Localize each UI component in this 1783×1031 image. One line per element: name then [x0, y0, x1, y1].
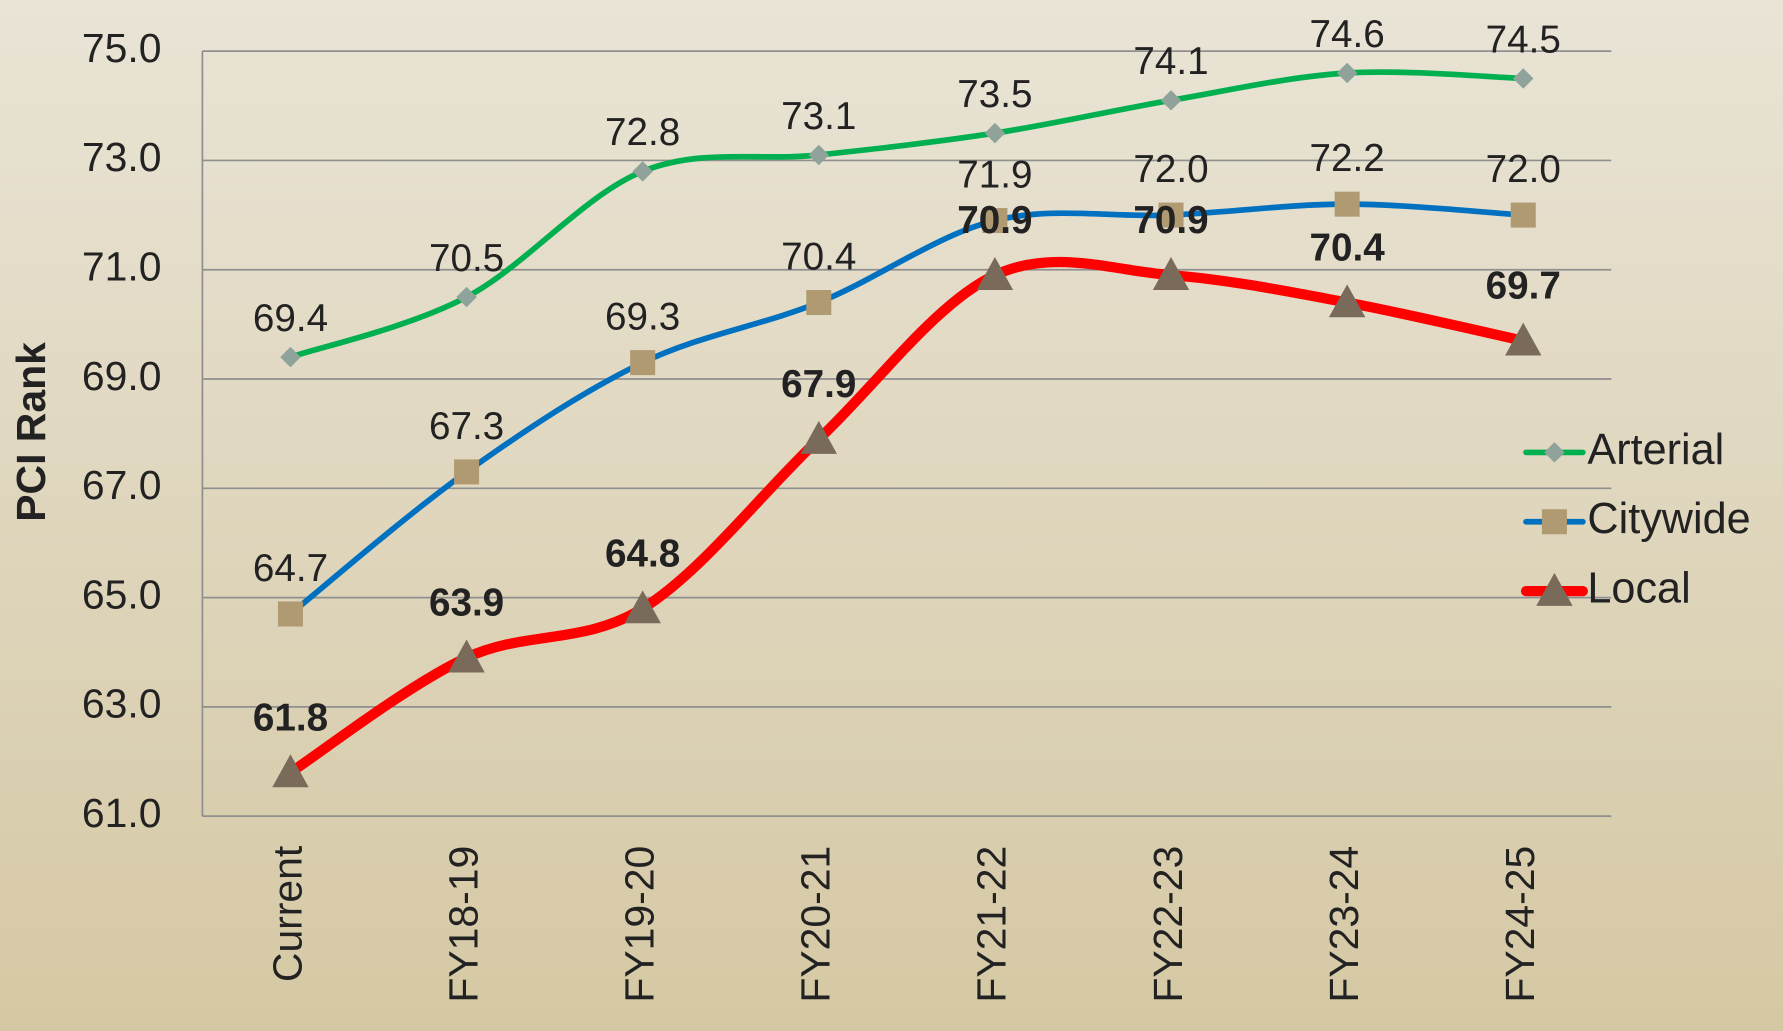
marker [1328, 284, 1366, 318]
y-axis-label: PCI Rank [8, 342, 54, 522]
data-label: 70.4 [1310, 226, 1386, 269]
y-tick-label: 69.0 [82, 353, 162, 399]
y-tick-label: 65.0 [82, 571, 162, 617]
data-label: 63.9 [429, 582, 504, 625]
marker [1152, 257, 1190, 290]
y-tick-label: 63.0 [82, 681, 162, 727]
data-label: 71.9 [957, 154, 1032, 197]
data-label: 72.0 [1133, 148, 1208, 191]
x-tick-label: FY24-25 [1497, 846, 1543, 1003]
y-tick-label: 73.0 [82, 134, 162, 180]
y-tick-label: 61.0 [82, 790, 162, 836]
x-tick-label: FY22-23 [1145, 846, 1191, 1003]
x-tick-label: FY18-19 [440, 846, 486, 1003]
marker [806, 290, 832, 316]
marker [1334, 191, 1360, 217]
marker [1541, 509, 1567, 535]
marker [630, 350, 656, 376]
data-label: 70.9 [957, 199, 1032, 242]
legend-label: Arterial [1587, 426, 1724, 474]
marker [1505, 322, 1542, 356]
data-label: 74.6 [1310, 13, 1385, 56]
data-label: 69.7 [1486, 265, 1561, 308]
legend-label: Citywide [1587, 495, 1750, 543]
marker [1158, 202, 1184, 228]
data-label: 74.1 [1133, 40, 1208, 83]
data-label: 73.1 [781, 95, 856, 138]
x-tick-label: FY21-22 [969, 846, 1015, 1003]
marker [1510, 202, 1536, 228]
marker [272, 754, 309, 788]
legend-label: Local [1587, 565, 1690, 613]
data-label: 69.4 [253, 297, 328, 340]
marker [1513, 68, 1534, 89]
marker [632, 161, 653, 182]
marker [280, 346, 301, 368]
data-label: 72.8 [605, 111, 680, 154]
marker [277, 601, 303, 627]
data-label: 67.9 [781, 363, 856, 406]
marker [624, 590, 661, 624]
series-line [285, 256, 1529, 778]
data-label: 72.0 [1486, 148, 1561, 191]
y-tick-label: 75.0 [82, 25, 162, 71]
data-label: 74.5 [1486, 18, 1561, 61]
data-label: 72.2 [1310, 137, 1385, 180]
marker [1536, 572, 1573, 606]
y-tick-label: 71.0 [82, 244, 162, 290]
x-tick-label: FY23-24 [1321, 846, 1367, 1003]
marker [800, 420, 837, 454]
data-label: 61.8 [253, 696, 328, 739]
marker [976, 257, 1014, 290]
y-tick-label: 67.0 [82, 462, 162, 508]
data-label: 73.5 [957, 73, 1032, 116]
data-label: 69.3 [605, 296, 680, 339]
data-label: 64.7 [253, 547, 328, 590]
x-tick-label: FY20-21 [793, 846, 839, 1003]
x-tick-label: FY19-20 [616, 846, 662, 1003]
data-label: 67.3 [429, 405, 504, 448]
data-label: 70.9 [1133, 199, 1208, 242]
marker [982, 208, 1008, 234]
data-label: 64.8 [605, 532, 680, 575]
marker [448, 639, 485, 673]
series-line [287, 69, 1527, 360]
x-tick-label: Current [264, 845, 310, 982]
data-label: 70.5 [429, 237, 504, 280]
data-label: 70.4 [781, 236, 856, 279]
marker [454, 459, 480, 485]
